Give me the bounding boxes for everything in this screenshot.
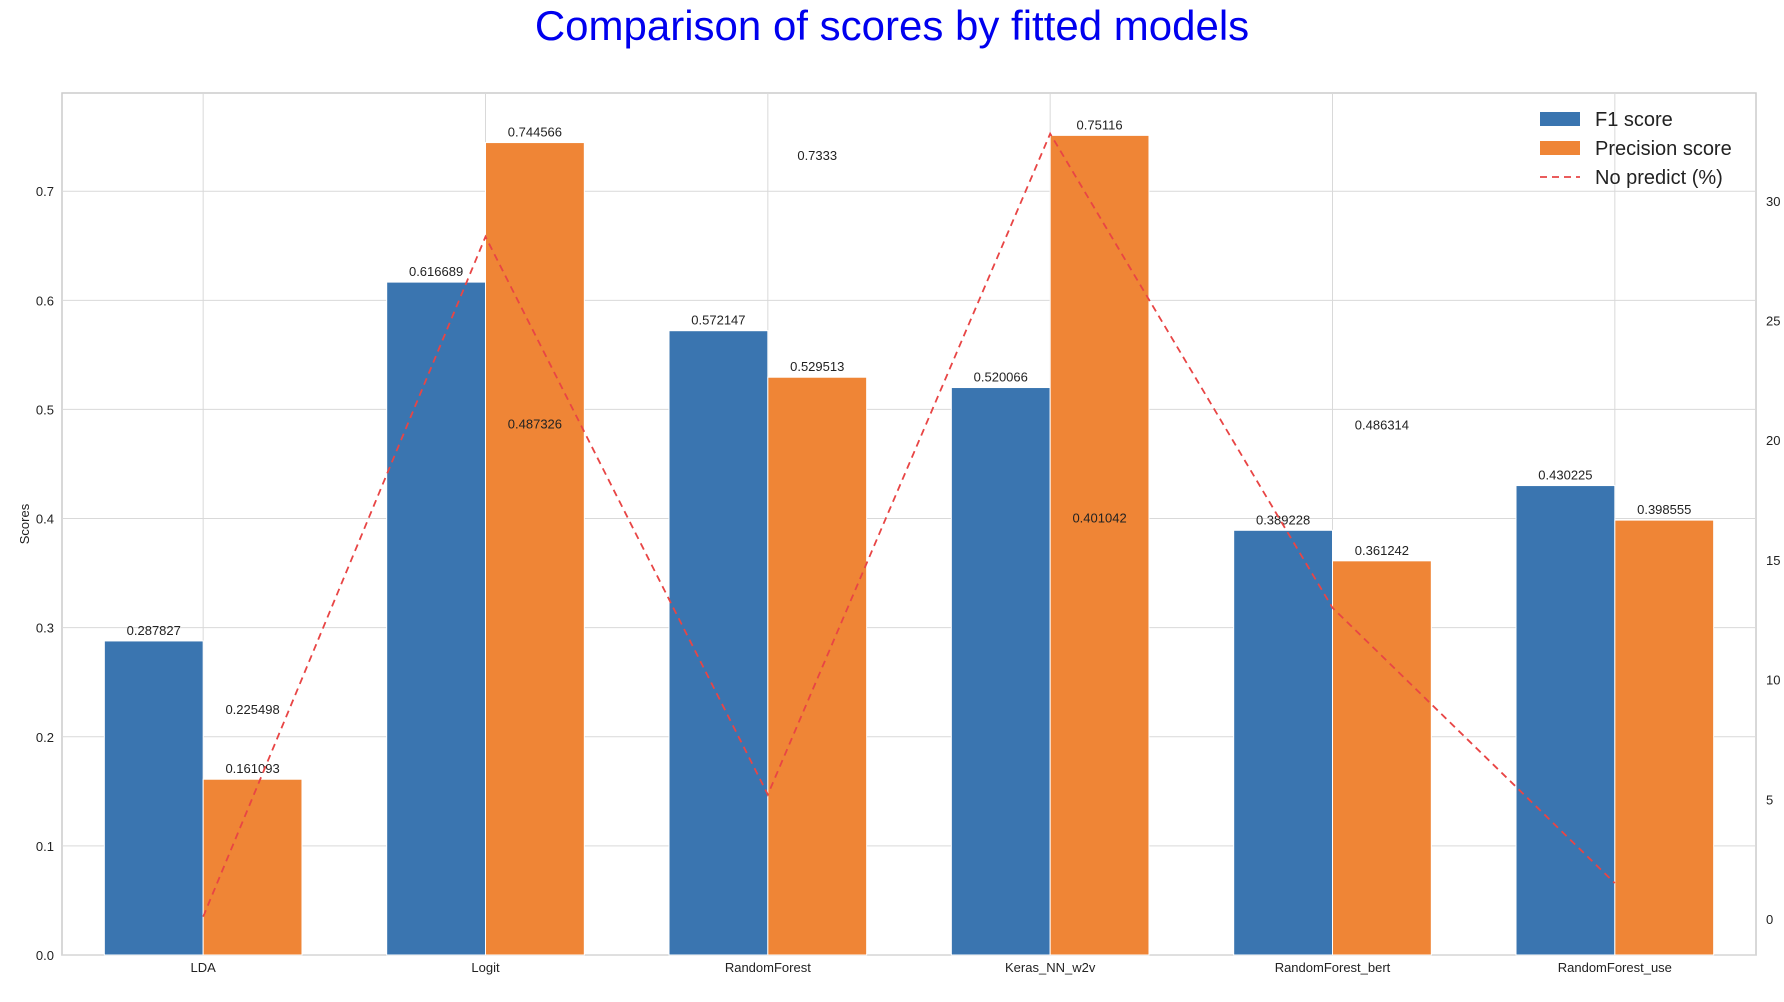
y-tick-label: 0.6	[36, 293, 54, 308]
y2-tick-label: 30	[1766, 194, 1780, 209]
bar-f1	[950, 387, 1051, 956]
bar-f1	[1515, 485, 1616, 956]
data-label: 0.520066	[974, 370, 1028, 385]
x-tick-label: RandomForest_bert	[1275, 960, 1391, 975]
data-label: 0.161093	[225, 761, 279, 776]
bar-f1	[1233, 529, 1334, 956]
y-tick-label: 0.0	[36, 948, 54, 963]
data-label: 0.430225	[1538, 468, 1592, 483]
x-tick-label: RandomForest_use	[1558, 960, 1672, 975]
annotations: 0.225498 0.487326 0.7333 0.401042 0.486314	[225, 148, 1409, 717]
bar-precision	[767, 376, 868, 956]
annotation-label: 0.7333	[797, 148, 837, 163]
data-label: 0.361242	[1355, 543, 1409, 558]
y2-tick-label: 5	[1766, 792, 1773, 807]
no-predict-polyline	[202, 131, 1616, 918]
bar-precision	[1332, 560, 1432, 956]
y-tick-label: 0.2	[36, 730, 54, 745]
data-label: 0.572147	[691, 313, 745, 328]
annotation-label: 0.486314	[1355, 417, 1409, 432]
data-label: 0.529513	[790, 359, 844, 374]
annotation-label: 0.487326	[508, 416, 562, 431]
data-label: 0.389228	[1256, 512, 1310, 527]
no-predict-line	[202, 131, 1616, 918]
y2-tick-label: 10	[1766, 673, 1780, 688]
x-axis-ticks: LDA Logit RandomForest Keras_NN_w2v RandomFo…	[191, 960, 1672, 975]
y-axis-ticks: 0.0 0.1 0.2 0.3 0.4 0.5 0.6 0.7	[36, 184, 54, 963]
legend-swatch	[1540, 112, 1580, 126]
data-labels: 0.287827 0.616689 0.572147 0.520066 0.389228…	[127, 117, 1692, 776]
data-label: 0.287827	[127, 623, 181, 638]
y2-axis-ticks: 0 5 10 15 20 25 30	[1766, 194, 1780, 927]
bar-f1	[103, 640, 204, 956]
y2-tick-label: 0	[1766, 912, 1773, 927]
x-tick-label: RandomForest	[725, 960, 811, 975]
x-tick-label: LDA	[191, 960, 217, 975]
annotation-label: 0.225498	[225, 702, 279, 717]
chart-title: Comparison of scores by fitted models	[534, 2, 1250, 49]
bar-precision	[485, 142, 585, 956]
data-label: 0.744566	[508, 125, 562, 140]
legend-label: Precision score	[1595, 138, 1732, 160]
y-tick-label: 0.1	[36, 839, 54, 854]
legend-label: No predict (%)	[1595, 167, 1723, 189]
bar-precision	[1049, 134, 1150, 956]
data-label: 0.616689	[409, 264, 463, 279]
y-tick-label: 0.5	[36, 402, 54, 417]
y-axis-label: Scores	[17, 503, 32, 544]
bar-precision	[1614, 519, 1715, 956]
data-label: 0.75116	[1077, 117, 1123, 132]
y2-tick-label: 15	[1766, 553, 1780, 568]
data-label: 0.398555	[1637, 502, 1691, 517]
legend-swatch	[1540, 141, 1580, 155]
y2-tick-label: 20	[1766, 433, 1780, 448]
legend: F1 score Precision score No predict (%)	[1540, 109, 1732, 189]
legend-label: F1 score	[1595, 109, 1673, 131]
y-tick-label: 0.7	[36, 184, 54, 199]
x-tick-label: Keras_NN_w2v	[1005, 960, 1096, 975]
plot-area	[61, 92, 1757, 956]
bars	[103, 134, 1715, 956]
y-tick-label: 0.3	[36, 621, 54, 636]
bar-f1	[668, 330, 769, 956]
y-tick-label: 0.4	[36, 512, 54, 527]
annotation-label: 0.401042	[1072, 510, 1126, 525]
bar-f1	[386, 281, 486, 956]
y2-tick-label: 25	[1766, 313, 1780, 328]
bar-precision	[202, 778, 303, 956]
x-tick-label: Logit	[471, 960, 500, 975]
